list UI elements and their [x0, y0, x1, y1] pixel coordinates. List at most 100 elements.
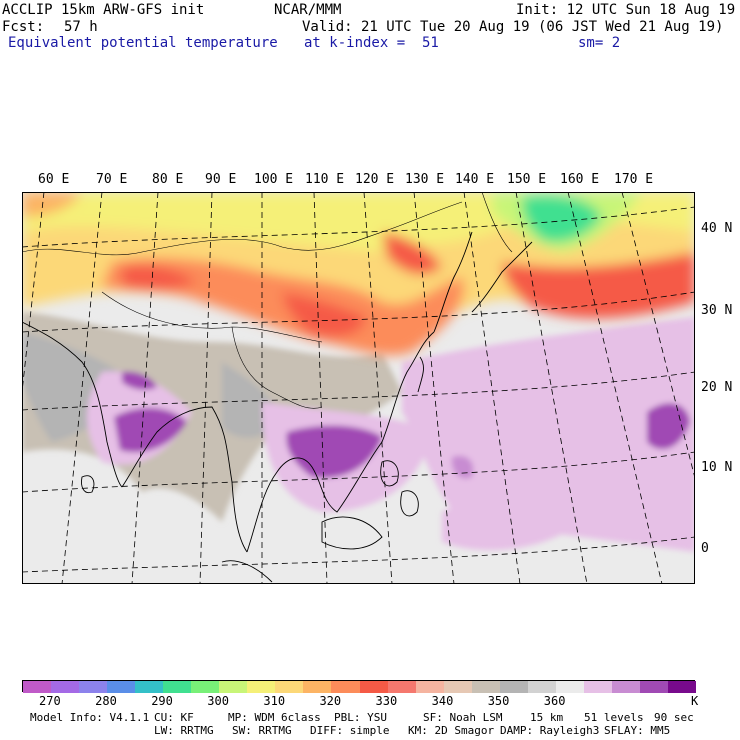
- colorbar-cell: [583, 681, 613, 693]
- coastline: [246, 331, 435, 553]
- colorbar-cell: [359, 681, 389, 693]
- colorbar-cell: [387, 681, 417, 693]
- colorbar-label: 280: [95, 694, 117, 708]
- colorbar-cell: [79, 681, 108, 693]
- lon-label: 160 E: [560, 172, 600, 187]
- longitude-line: [199, 192, 213, 584]
- colorbar-cell: [667, 681, 697, 693]
- srilanka-coast: [81, 475, 95, 494]
- taiwan-coast: [417, 356, 424, 393]
- colorbar-label: 360: [543, 694, 566, 708]
- valid-time: Valid: 21 UTC Tue 20 Aug 19 (06 JST Wed …: [302, 19, 724, 35]
- colorbar-label: 330: [375, 694, 398, 708]
- colorbar-cell: [303, 681, 332, 693]
- forecast-hour: 57 h: [64, 19, 98, 35]
- level-index: at k-index = 51: [304, 35, 439, 51]
- lat-label: 0: [701, 541, 709, 556]
- colorbar-cell: [107, 681, 136, 693]
- colorbar-label: 350: [487, 694, 510, 708]
- lat-label: 40 N: [701, 221, 733, 236]
- country-border: [101, 291, 323, 343]
- colorbar-cell: [247, 681, 276, 693]
- longitude-line: [61, 192, 103, 584]
- organization: NCAR/MMM: [274, 2, 342, 18]
- colorbar-label: 300: [207, 694, 229, 708]
- lon-label: 70 E: [96, 172, 128, 187]
- timestep: 90 sec: [654, 711, 694, 724]
- lat-label: 10 N: [701, 460, 733, 475]
- lon-label: 80 E: [152, 172, 184, 187]
- diffusion-scheme: DIFF: simple: [310, 724, 390, 737]
- colorbar-cell: [499, 681, 529, 693]
- field-band: [502, 252, 695, 319]
- colorbar-cell: [527, 681, 557, 693]
- model-title: ACCLIP 15km ARW-GFS init: [2, 2, 205, 18]
- map-frame: [22, 192, 695, 584]
- colorbar-cell: [135, 681, 164, 693]
- lon-label: 130 E: [405, 172, 445, 187]
- longitude-line: [567, 192, 663, 584]
- colorbar-cell: [163, 681, 192, 693]
- colorbar-cell: [51, 681, 80, 693]
- surface-layer-scheme: SFLAY: MM5: [604, 724, 671, 737]
- lon-label: 110 E: [305, 172, 345, 187]
- field-band: [22, 312, 402, 522]
- coastline: [22, 321, 123, 488]
- lon-label: 150 E: [507, 172, 547, 187]
- lon-label: 170 E: [614, 172, 654, 187]
- smoothing: sm= 2: [578, 35, 621, 51]
- lon-label: 60 E: [38, 172, 70, 187]
- colorbar-cell: [471, 681, 501, 693]
- colorbar-cell: [443, 681, 473, 693]
- lon-label: 120 E: [355, 172, 395, 187]
- colorbar-label: 310: [263, 694, 286, 708]
- field-band: [382, 232, 442, 275]
- colorbar-label: 290: [151, 694, 173, 708]
- field-band: [282, 292, 367, 337]
- longitude-line: [413, 192, 455, 584]
- colorbar-cell: [219, 681, 248, 693]
- colorbar-label: 320: [319, 694, 342, 708]
- colorbar-cell: [415, 681, 445, 693]
- colorbar-label: 270: [39, 694, 61, 708]
- field-band: [114, 407, 187, 453]
- field-band: [122, 371, 157, 390]
- forecast-label: Fcst:: [2, 19, 45, 35]
- coastline: [121, 406, 248, 553]
- pbl-scheme: PBL: YSU: [334, 711, 387, 724]
- country-border: [481, 192, 513, 253]
- longitude-line: [363, 192, 393, 584]
- theta-e-map: [22, 192, 695, 584]
- init-time: Init: 12 UTC Sun 18 Aug 19: [516, 2, 736, 18]
- longitude-line: [621, 192, 695, 480]
- km-scheme: KM: 2D Smagor: [408, 724, 495, 737]
- latitude-line: [22, 371, 695, 411]
- damping-scheme: DAMP: Rayleigh3: [500, 724, 600, 737]
- field-band: [402, 317, 695, 552]
- model-info: Model Info: V4.1.1: [30, 711, 150, 724]
- longitude-line: [22, 192, 45, 393]
- field-band: [122, 265, 197, 291]
- colorbar-cell: [23, 681, 52, 693]
- colorbar-cell: [191, 681, 220, 693]
- borneo-coast: [321, 516, 383, 550]
- colorbar-unit: K: [691, 694, 699, 708]
- shortwave-scheme: SW: RRTMG: [232, 724, 292, 737]
- lat-label: 20 N: [701, 380, 733, 395]
- colorbar: [22, 680, 697, 693]
- colorbar-cell: [639, 681, 669, 693]
- latitude-line: [22, 536, 695, 573]
- colorbar-cell: [275, 681, 304, 693]
- country-border: [381, 201, 463, 233]
- field-band: [647, 403, 690, 450]
- colorbar-cell: [555, 681, 585, 693]
- lon-label: 90 E: [205, 172, 237, 187]
- philippines-coast: [400, 490, 419, 517]
- longitude-line: [463, 192, 521, 584]
- field-band: [22, 192, 82, 217]
- japan-coast: [471, 241, 533, 313]
- longitude-line: [515, 192, 588, 584]
- lon-label: 140 E: [455, 172, 495, 187]
- colorbar-cell: [611, 681, 641, 693]
- latitude-line: [22, 291, 695, 333]
